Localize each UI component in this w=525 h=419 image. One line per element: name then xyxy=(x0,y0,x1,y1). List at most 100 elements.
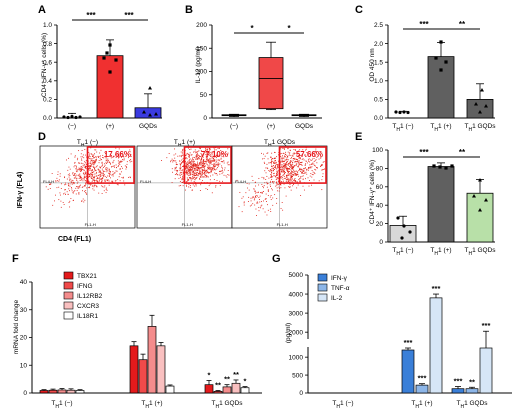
panel-d-event xyxy=(282,171,284,173)
panel-d-event xyxy=(70,178,72,180)
panel-d-event xyxy=(278,164,280,166)
panel-d-event xyxy=(200,162,202,164)
panel-d-event xyxy=(281,167,283,169)
panel-d-event xyxy=(104,179,106,181)
panel-d-event xyxy=(291,167,292,169)
panel-d-event xyxy=(79,185,80,187)
panel-d-event xyxy=(211,160,213,162)
panel-d-event xyxy=(80,177,82,179)
panel-d-event xyxy=(193,174,195,176)
panel-d-event xyxy=(194,151,196,153)
panel-d-event xyxy=(115,154,117,155)
panel-d-event xyxy=(107,161,109,163)
panel-d-event xyxy=(105,188,107,190)
panel-d-event xyxy=(250,200,252,202)
panel-d-event xyxy=(282,168,284,170)
panel-d-event xyxy=(174,169,176,171)
panel-c-ylabel: OD 450 nm xyxy=(369,48,376,81)
panel-d-event xyxy=(175,160,177,162)
panel-d-event xyxy=(295,149,296,151)
panel-d-event xyxy=(185,157,187,159)
panel-d-event xyxy=(205,155,207,157)
panel-d-event xyxy=(176,174,178,176)
panel-e-point xyxy=(444,166,448,170)
panel-d-event xyxy=(76,180,78,181)
panel-d-event xyxy=(323,161,325,163)
panel-d-event xyxy=(195,184,197,186)
panel-d-event xyxy=(86,193,88,195)
panel-d-event xyxy=(285,163,287,165)
panel-d-event xyxy=(94,185,96,187)
panel-d-event xyxy=(263,185,265,187)
panel-d-event xyxy=(292,167,294,169)
panel-d-event xyxy=(259,199,260,200)
panel-d-event xyxy=(190,163,192,165)
panel-d-event xyxy=(107,158,109,160)
panel-d-event xyxy=(288,180,290,182)
panel-d-event xyxy=(193,160,195,162)
panel-d-event xyxy=(209,150,211,152)
panel-d-event xyxy=(206,153,208,155)
panel-d-event xyxy=(212,169,214,171)
panel-d-event xyxy=(187,175,189,177)
panel-d-event xyxy=(89,167,91,169)
panel-d-event xyxy=(97,175,99,176)
panel-d-event xyxy=(298,160,300,162)
panel-d-event xyxy=(201,173,203,175)
panel-d-event xyxy=(78,177,80,179)
panel-d-event xyxy=(255,192,257,194)
panel-d-event xyxy=(128,157,129,159)
panel-d-event xyxy=(82,163,84,165)
panel-d-event xyxy=(211,169,213,171)
panel-d-event xyxy=(99,166,101,168)
panel-d-event xyxy=(195,158,197,160)
panel-d-event xyxy=(84,175,86,177)
panel-d-event xyxy=(89,156,91,158)
panel-d-event xyxy=(290,176,292,178)
panel-d-event xyxy=(263,153,265,155)
panel-d-event xyxy=(185,166,187,168)
panel-d-event xyxy=(276,190,278,192)
panel-d-event xyxy=(63,193,64,195)
panel-d-event xyxy=(282,174,284,176)
panel-a-category: (+) xyxy=(106,123,114,130)
panel-d-event xyxy=(77,157,79,159)
panel-d-event xyxy=(64,189,66,191)
panel-d-event xyxy=(86,163,87,165)
panel-d-event xyxy=(109,173,111,175)
panel-d-event xyxy=(254,190,256,192)
panel-d-event xyxy=(287,173,289,175)
panel-d-event xyxy=(207,151,209,153)
panel-d-percent: 57.66% xyxy=(296,150,323,159)
panel-d-event xyxy=(282,209,284,211)
panel-d-event xyxy=(278,154,279,156)
panel-d-event xyxy=(276,178,278,180)
panel-d-event xyxy=(88,151,90,153)
panel-d-event xyxy=(286,168,288,170)
panel-d-event xyxy=(223,160,225,162)
panel-c-point xyxy=(439,40,443,44)
panel-d-event xyxy=(70,198,72,199)
panel-d-event xyxy=(322,176,324,177)
panel-g-sig: *** xyxy=(404,338,413,347)
panel-d-event xyxy=(182,158,184,160)
panel-d-event xyxy=(284,187,286,189)
panel-d-event xyxy=(300,171,302,172)
panel-d-event xyxy=(226,162,228,164)
panel-d-event xyxy=(275,185,277,187)
panel-d-event xyxy=(60,188,62,189)
panel-d-event xyxy=(123,176,124,178)
panel-d-label: D xyxy=(38,131,46,143)
panel-d-event xyxy=(60,206,62,208)
panel-d-event xyxy=(277,160,279,162)
panel-d-event xyxy=(210,161,212,163)
panel-d: D IFN-γ (FL4) CD4 (FL1) TH1 (−)17.66%FL4… xyxy=(17,131,328,243)
panel-d-event xyxy=(91,173,93,175)
panel-d-event xyxy=(103,165,105,167)
panel-d-event xyxy=(192,166,194,168)
panel-d-event xyxy=(200,152,202,154)
panel-d-event xyxy=(274,167,276,168)
panel-c-category: TH1 GQDs xyxy=(464,123,496,133)
panel-d-event xyxy=(69,185,71,187)
panel-d-event xyxy=(174,160,176,162)
